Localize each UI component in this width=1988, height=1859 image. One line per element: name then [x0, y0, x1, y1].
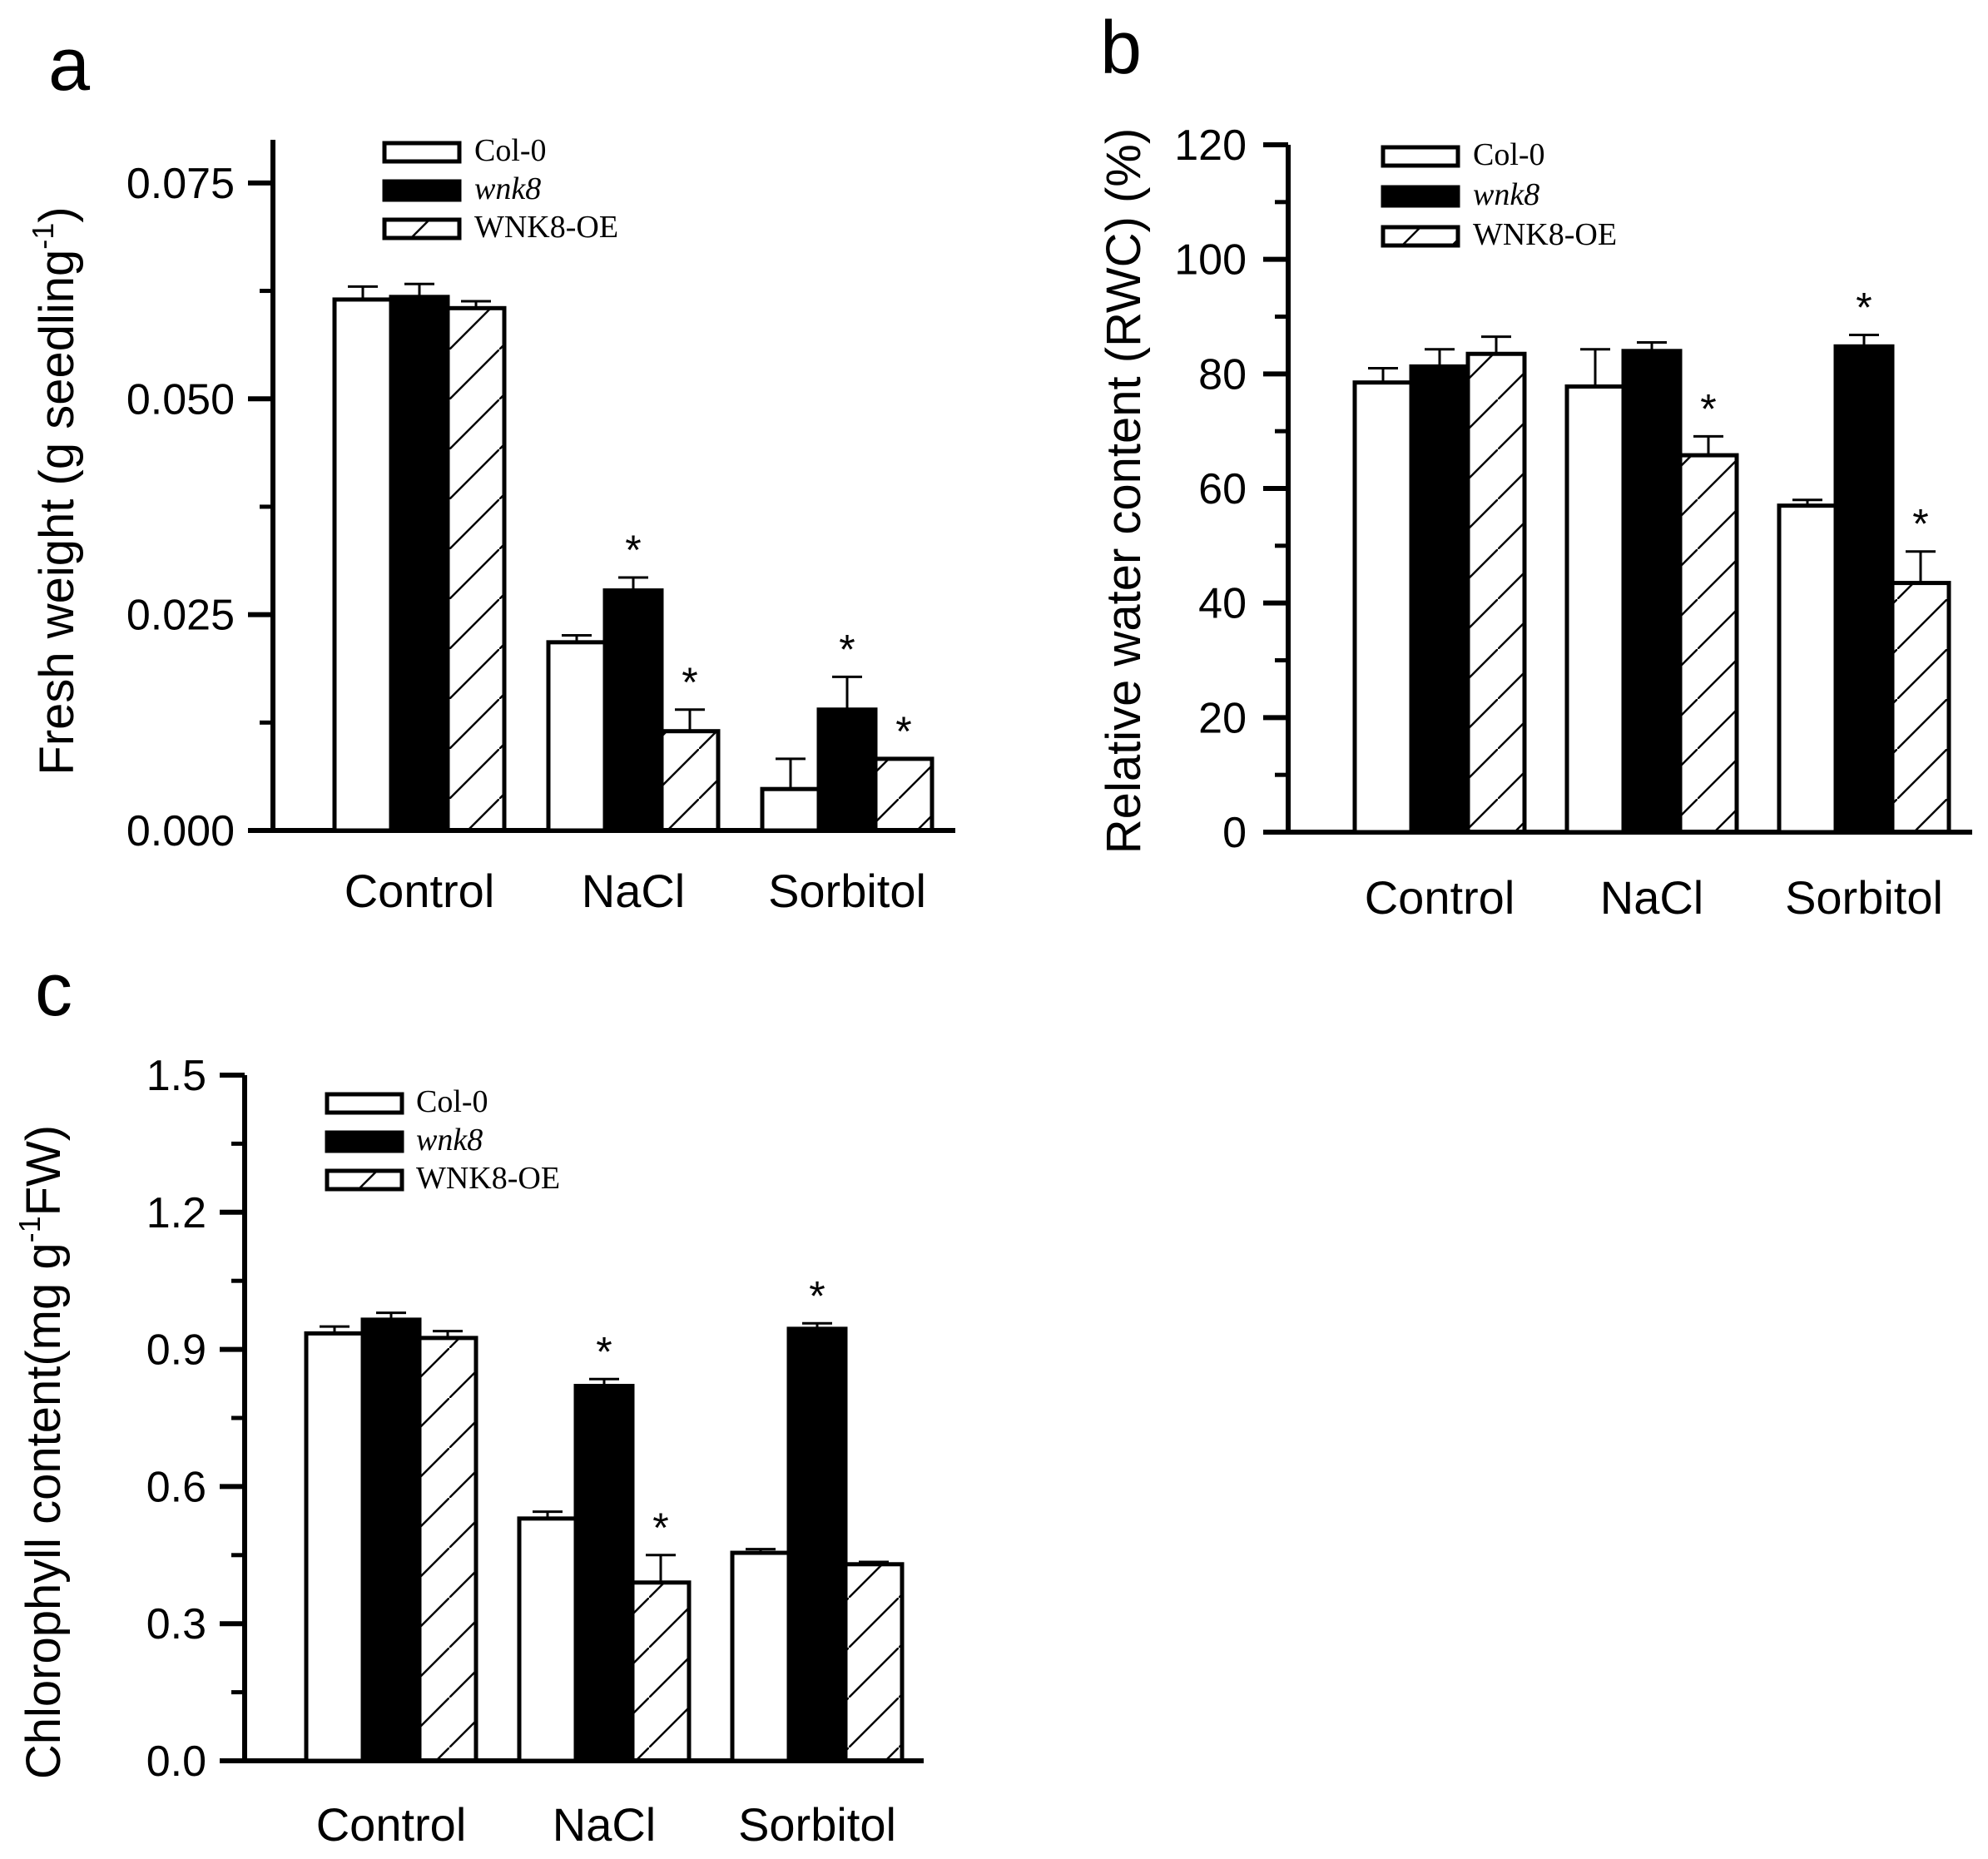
x-category-label: NaCl	[553, 1798, 656, 1851]
x-category-label: Sorbitol	[738, 1798, 896, 1851]
panel-b-letter: b	[1100, 7, 1142, 90]
y-axis-title: Fresh weight (g seedling-1)	[26, 206, 84, 775]
x-category-label: Sorbitol	[1785, 871, 1943, 924]
bar-wnk8-oe	[417, 1336, 478, 1763]
x-category-label: NaCl	[1600, 871, 1703, 924]
y-tick-label: 0.0	[146, 1738, 206, 1786]
bar-col-0	[730, 1550, 791, 1763]
y-axis-title: Chlorophyll content(mg g-1FW)	[12, 1125, 71, 1779]
legend-label: wnk8	[1473, 177, 1539, 212]
bar-wnk8-oe	[1678, 453, 1739, 835]
bar-wnk8	[389, 295, 450, 833]
legend-swatch	[1381, 145, 1460, 168]
bar-wnk8-oe	[659, 729, 721, 833]
significance-star: *	[1912, 501, 1928, 548]
legend-label: Col-0	[1473, 137, 1545, 172]
panel-c-letter: c	[35, 949, 72, 1032]
y-tick-label: 0.000	[126, 807, 235, 855]
panel-a: a 0.000 0.025 0.050 0.075 Fresh weight (g se…	[26, 23, 955, 917]
legend-label: WNK8-OE	[1473, 217, 1617, 252]
bar-col-0	[517, 1516, 578, 1763]
legend-swatch	[325, 1092, 404, 1115]
legend-swatch	[1381, 225, 1460, 248]
y-tick-label: 60	[1198, 465, 1247, 513]
x-category-label: Control	[345, 865, 495, 917]
legend-swatch	[382, 179, 462, 202]
x-category-label: Sorbitol	[768, 865, 926, 917]
bar-wnk8-oe	[843, 1562, 905, 1763]
bar-col-0	[304, 1331, 365, 1763]
significance-star: *	[1700, 385, 1716, 432]
y-tick-label: 0	[1222, 809, 1247, 857]
x-category-label: Control	[1365, 871, 1515, 924]
significance-star: *	[895, 708, 911, 755]
y-tick-label: 100	[1174, 236, 1247, 285]
y-tick-label: 1.2	[146, 1189, 206, 1237]
bar-col-0	[1352, 380, 1414, 835]
bar-wnk8-oe	[1465, 351, 1527, 835]
legend-swatch	[325, 1168, 404, 1192]
y-tick-label: 80	[1198, 350, 1247, 399]
significance-star: *	[596, 1328, 612, 1375]
y-tick-label: 1.5	[146, 1052, 206, 1100]
y-tick-label: 0.3	[146, 1600, 206, 1648]
bar-wnk8-oe	[1890, 581, 1951, 835]
legend-label: Col-0	[474, 133, 547, 168]
significance-star: *	[652, 1505, 668, 1551]
panel-c: c 0.0 0.3 0.6 0.9 1.2 1.5 Chlorophyll content(…	[12, 949, 924, 1851]
bar-wnk8	[786, 1326, 848, 1763]
y-tick-label: 20	[1198, 694, 1247, 742]
y-tick-label: 40	[1198, 580, 1247, 628]
bar-wnk8	[602, 588, 664, 833]
bar-wnk8	[1409, 364, 1470, 835]
bar-wnk8	[360, 1317, 422, 1763]
x-category-label: NaCl	[582, 865, 685, 917]
legend-label: WNK8-OE	[474, 210, 618, 245]
legend-swatch	[325, 1130, 404, 1153]
legend-swatch	[382, 141, 462, 164]
bar-col-0	[546, 640, 607, 833]
bar-wnk8-oe	[445, 305, 507, 833]
y-axis-title: Relative water content (RWC) (%)	[1097, 128, 1151, 854]
bar-wnk8	[1621, 349, 1683, 835]
panel-a-letter: a	[48, 23, 91, 107]
y-tick-label: 0.075	[126, 160, 235, 208]
bar-wnk8	[1833, 344, 1895, 835]
significance-star: *	[1856, 285, 1871, 331]
legend-label: wnk8	[474, 171, 541, 206]
y-tick-label: 0.9	[146, 1326, 206, 1375]
y-tick-label: 0.6	[146, 1463, 206, 1511]
bar-wnk8-oe	[630, 1580, 692, 1763]
bar-wnk8	[573, 1384, 635, 1763]
y-tick-label: 0.050	[126, 375, 235, 424]
bar-col-0	[1777, 503, 1838, 835]
significance-star: *	[625, 527, 641, 573]
legend-label: Col-0	[416, 1084, 488, 1119]
legend-swatch	[1381, 185, 1460, 208]
legend-label: wnk8	[416, 1123, 483, 1158]
legend-swatch	[382, 217, 462, 240]
y-tick-label: 0.025	[126, 592, 235, 640]
significance-star: *	[839, 626, 855, 672]
bar-col-0	[1564, 384, 1626, 835]
legend-label: WNK8-OE	[416, 1161, 560, 1196]
bar-col-0	[760, 786, 821, 833]
bar-wnk8-oe	[873, 756, 935, 833]
significance-star: *	[682, 659, 697, 706]
panel-b: b 0 20 40 60 80 100 120 Relative water content …	[1097, 7, 1972, 924]
x-category-label: Control	[316, 1798, 467, 1851]
y-tick-label: 120	[1174, 121, 1247, 170]
significance-star: *	[809, 1272, 825, 1319]
bar-col-0	[332, 297, 394, 833]
bar-wnk8	[816, 707, 878, 833]
